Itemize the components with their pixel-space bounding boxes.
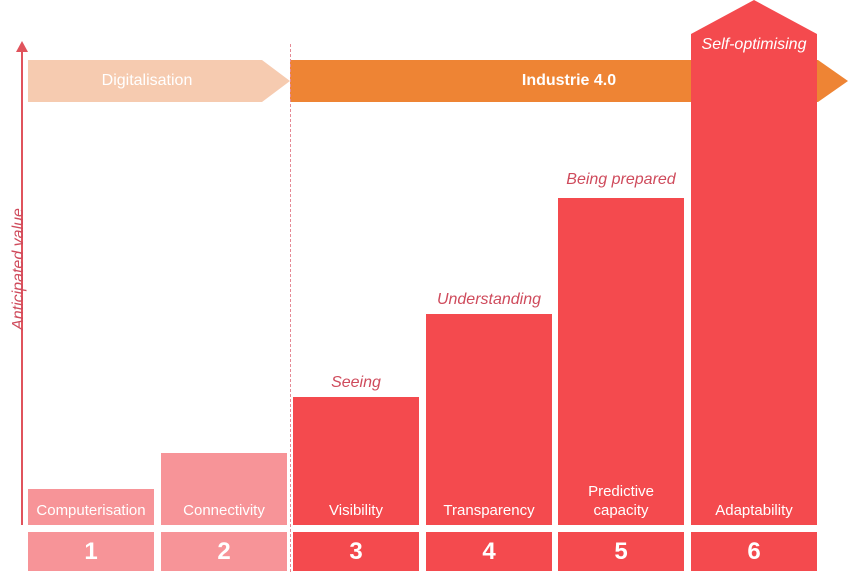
stage-4-caption: Understanding: [436, 291, 542, 308]
stage-3-label: Visibility: [329, 502, 383, 519]
digitalisation-arrow-label: Digitalisation: [101, 72, 193, 89]
stage-1-bar: Computerisation: [28, 489, 154, 525]
stage-4-bar: Transparency: [426, 314, 552, 525]
industrie-arrow-label: Industrie 4.0: [521, 72, 617, 89]
stage-2-number: 2: [161, 532, 287, 571]
stage-5-number: 5: [558, 532, 684, 571]
stage-1-label: Computerisation: [36, 502, 146, 519]
stage-6-label: Adaptability: [715, 502, 793, 519]
stage-6-bar: Adaptability: [691, 0, 817, 525]
stage-3-bar: Visibility: [293, 397, 419, 525]
stage-5-bar: Predictive capacity: [558, 198, 684, 525]
y-axis-arrowhead: [16, 41, 28, 52]
stage-6-number: 6: [691, 532, 817, 571]
stage-4-label: Transparency: [443, 502, 535, 519]
stage-5-caption: Being prepared: [566, 171, 676, 188]
stage-3-number: 3: [293, 532, 419, 571]
digitalisation-arrow: Digitalisation: [28, 60, 290, 102]
stage-6-caption: Self-optimising: [701, 36, 807, 53]
stage-3-caption: Seeing: [331, 374, 381, 391]
y-axis-label: Anticipated value: [10, 208, 27, 330]
stage-1-number: 1: [28, 532, 154, 571]
phase-divider: [290, 44, 291, 572]
stage-4-number: 4: [426, 532, 552, 571]
stage-2-bar: Connectivity: [161, 453, 287, 525]
y-axis-line: [21, 50, 23, 525]
stage-5-label: Predictive capacity: [588, 483, 654, 519]
stage-2-label: Connectivity: [183, 502, 265, 519]
